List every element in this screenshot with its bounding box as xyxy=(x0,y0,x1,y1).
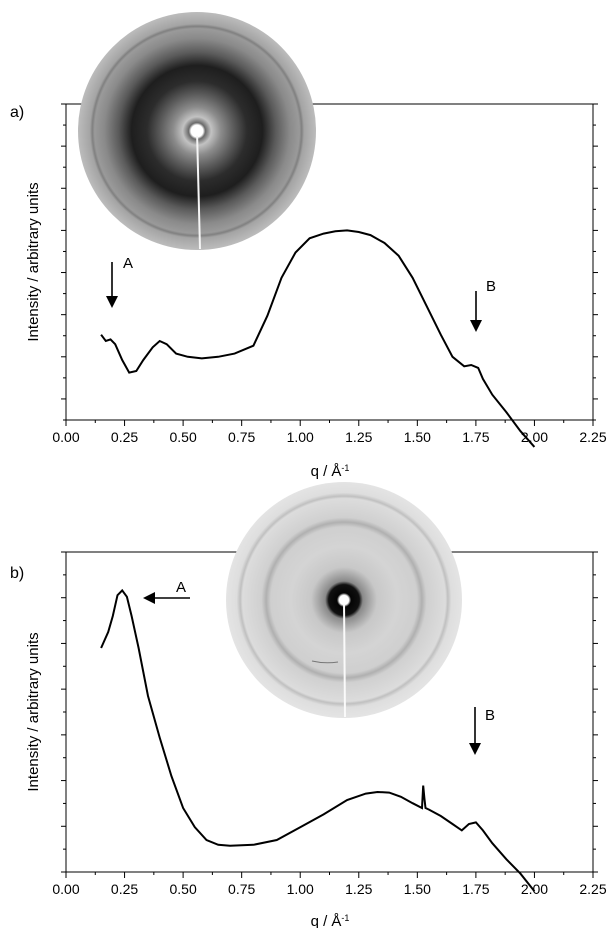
annotation-a-arrow-b: A xyxy=(143,579,190,604)
x-tick-label: 1.75 xyxy=(462,429,489,445)
annotation-b-arrow-a: B xyxy=(470,278,496,332)
annotation-b-label-b: B xyxy=(485,707,495,724)
annotation-a-arrow: A xyxy=(106,255,133,308)
x-tick-label: 1.50 xyxy=(404,429,431,445)
x-tick-label: 2.00 xyxy=(521,429,548,445)
y-axis-label-a: Intensity / arbitrary units xyxy=(25,182,42,341)
y-ticks-a xyxy=(61,103,598,421)
x-tick-label: 1.00 xyxy=(287,429,314,445)
x-tick-label: 1.00 xyxy=(287,881,314,897)
annotation-a-label-b: A xyxy=(176,579,186,596)
x-tick-labels-a: 0.00 0.25 0.50 0.75 1.00 1.25 1.50 1.75 2.00 2.25 xyxy=(52,429,606,445)
x-tick-label: 0.75 xyxy=(228,881,255,897)
panel-label-b: b) xyxy=(10,565,24,582)
x-tick-label: 1.50 xyxy=(404,881,431,897)
y-ticks-b xyxy=(61,551,598,873)
x-tick-label: 1.25 xyxy=(345,881,372,897)
diffraction-image-b xyxy=(226,482,462,718)
plot-area-b: 0.00 0.25 0.50 0.75 1.00 1.25 1.50 1.75 2.00 2.25 xyxy=(52,551,607,897)
x-tick-label: 0.50 xyxy=(169,881,196,897)
x-tick-label: 0.75 xyxy=(228,429,255,445)
x-tick-label: 2.00 xyxy=(521,881,548,897)
panel-a: 0.00 0.25 0.50 0.75 1.00 1.25 1.50 1.75 2.00 2.25… xyxy=(10,12,607,480)
panel-label-a: a) xyxy=(10,104,24,121)
diffraction-image-a xyxy=(78,12,316,250)
x-axis-label-a: q / Å-1 xyxy=(311,463,350,480)
x-tick-label: 0.25 xyxy=(111,429,138,445)
series-line-b xyxy=(100,588,536,892)
x-tick-label: 2.25 xyxy=(579,881,606,897)
x-tick-label: 0.00 xyxy=(52,429,79,445)
y-axis-label-b: Intensity / arbitrary units xyxy=(25,632,42,791)
panel-b: 0.00 0.25 0.50 0.75 1.00 1.25 1.50 1.75 2.00 2.25… xyxy=(10,482,607,928)
annotation-b-label-a: B xyxy=(486,278,496,295)
x-ticks-b xyxy=(65,872,594,878)
series-line-a xyxy=(100,229,536,448)
annotation-b-arrow-b: B xyxy=(469,707,495,755)
x-tick-label: 2.25 xyxy=(579,429,606,445)
x-tick-labels-b: 0.00 0.25 0.50 0.75 1.00 1.25 1.50 1.75 2.00 2.25 xyxy=(52,881,606,897)
annotation-a-label: A xyxy=(123,255,133,272)
x-tick-label: 1.25 xyxy=(345,429,372,445)
x-tick-label: 0.25 xyxy=(111,881,138,897)
x-tick-label: 1.75 xyxy=(462,881,489,897)
x-tick-label: 0.00 xyxy=(52,881,79,897)
x-axis-label-b: q / Å-1 xyxy=(311,913,350,928)
x-tick-label: 0.50 xyxy=(169,429,196,445)
x-ticks-a xyxy=(65,420,594,426)
